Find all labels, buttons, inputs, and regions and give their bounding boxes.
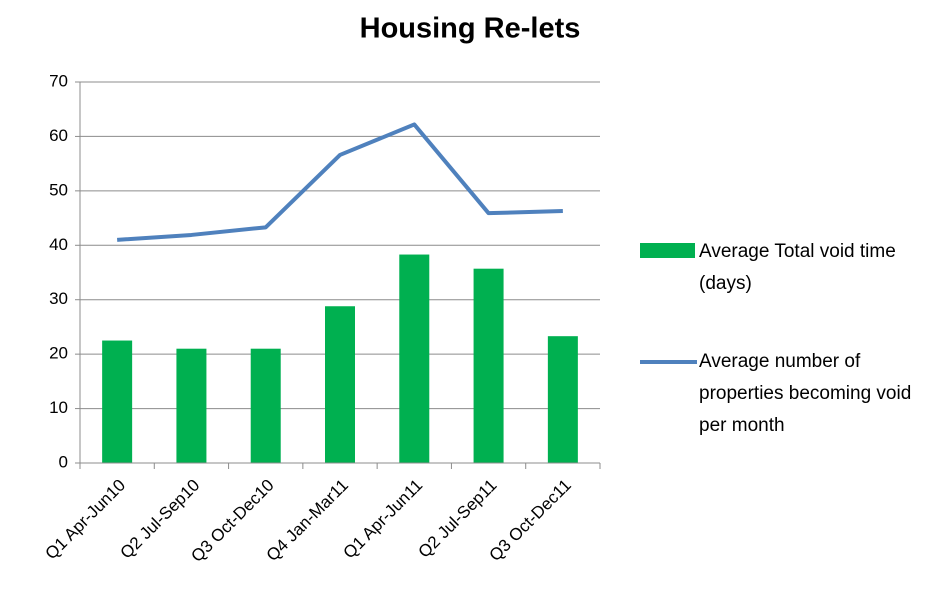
- bar: [250, 348, 281, 463]
- y-tick-label: 0: [59, 452, 68, 471]
- bar: [176, 348, 207, 463]
- bar: [399, 254, 430, 463]
- y-tick-label: 50: [49, 180, 68, 199]
- bar: [325, 306, 355, 463]
- bar: [547, 336, 578, 463]
- x-tick-label: Q1 Apr-Jun11: [340, 476, 427, 563]
- legend-label: Average Total void time (days): [699, 241, 896, 294]
- bar: [102, 340, 133, 463]
- bar: [473, 268, 504, 463]
- y-tick-label: 20: [49, 344, 68, 363]
- line: [117, 122, 563, 242]
- y-tick-label: 10: [49, 398, 68, 417]
- y-tick-label: 60: [49, 126, 68, 145]
- legend-swatch: [640, 243, 695, 258]
- legend-label: Average number of properties becoming vo…: [699, 351, 912, 436]
- y-tick-label: 70: [49, 71, 68, 90]
- x-tick-label: Q1 Apr-Jun10: [42, 476, 130, 564]
- y-tick-label: 40: [49, 235, 68, 254]
- chart-title: Housing Re-lets: [360, 13, 581, 45]
- y-tick-label: 30: [49, 289, 68, 308]
